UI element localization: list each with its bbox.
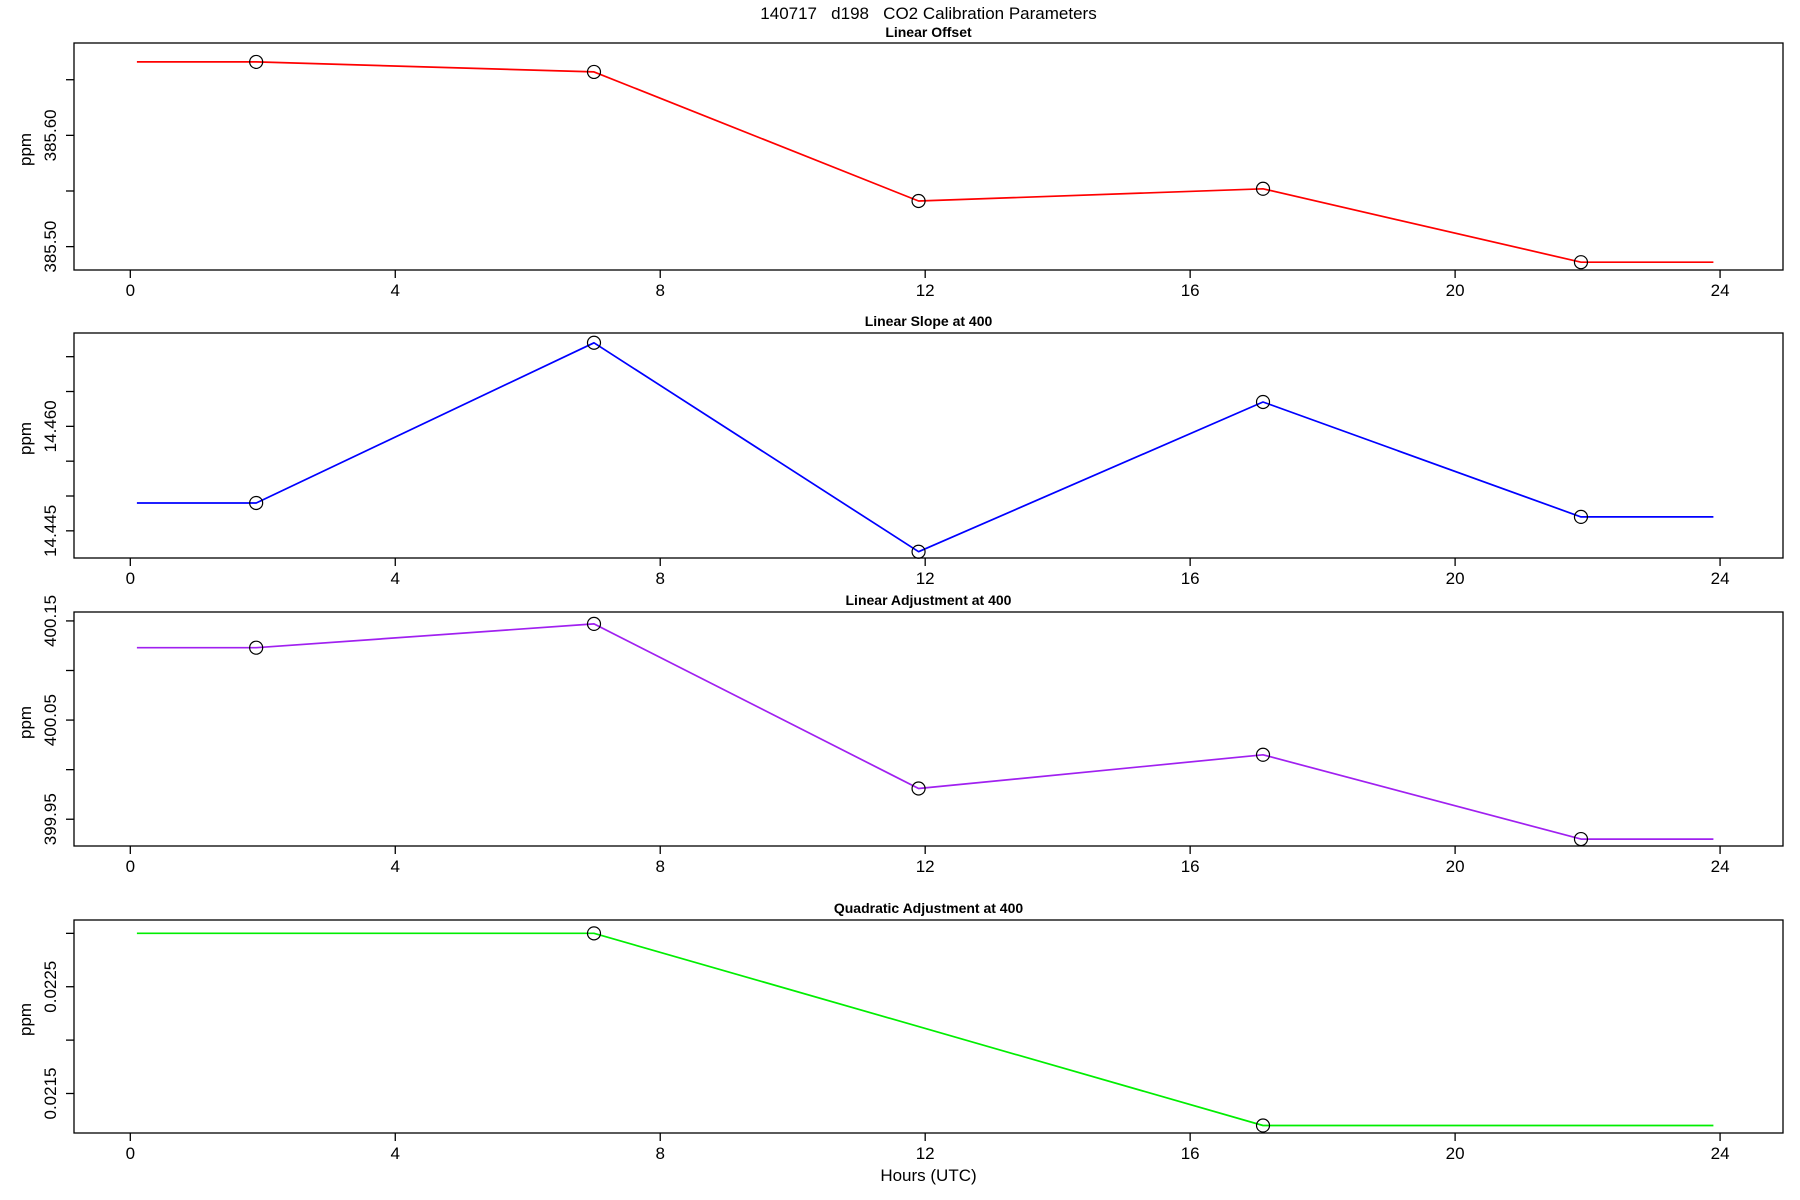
panel-title-linear-adjustment: Linear Adjustment at 400 (845, 592, 1012, 608)
x-tick-label: 16 (1181, 281, 1200, 300)
x-tick-label: 24 (1711, 1144, 1730, 1163)
y-tick-label: 0.0225 (41, 961, 60, 1013)
plot-box (73, 332, 1784, 559)
data-point (1573, 255, 1589, 270)
x-tick-label: 4 (391, 857, 400, 876)
series-line (136, 932, 1714, 1127)
x-tick-label: 20 (1446, 281, 1465, 300)
series-line (136, 623, 1714, 840)
y-tick-label: 399.95 (41, 793, 60, 845)
x-tick-label: 12 (916, 857, 935, 876)
x-tick-label: 20 (1446, 569, 1465, 588)
data-point (586, 335, 602, 350)
plot-box (73, 42, 1784, 271)
x-tick-label: 16 (1181, 569, 1200, 588)
x-tick-label: 16 (1181, 1144, 1200, 1163)
y-tick-label: 400.15 (41, 595, 60, 647)
x-tick-label: 16 (1181, 857, 1200, 876)
plot-box (73, 611, 1784, 847)
x-axis-label: Hours (UTC) (880, 1166, 977, 1185)
data-point (586, 926, 602, 941)
y-tick-label: 14.460 (41, 400, 60, 452)
x-tick-label: 24 (1711, 569, 1730, 588)
data-point (911, 193, 926, 209)
y-tick-label: 400.05 (41, 694, 60, 746)
data-point (1573, 509, 1589, 525)
data-point (911, 544, 926, 559)
data-point (586, 616, 602, 631)
y-tick-label: 0.0215 (41, 1067, 60, 1119)
plot-box (73, 919, 1784, 1134)
x-tick-label: 0 (126, 1144, 135, 1163)
y-tick-label: 385.50 (41, 221, 60, 273)
x-tick-label: 8 (655, 857, 664, 876)
data-point (1255, 394, 1271, 410)
data-point (249, 54, 264, 70)
data-point (1255, 747, 1271, 762)
y-tick-label: 14.445 (41, 505, 60, 557)
x-tick-label: 12 (916, 1144, 935, 1163)
x-tick-label: 0 (126, 281, 135, 300)
data-point (249, 640, 264, 655)
x-tick-label: 0 (126, 569, 135, 588)
x-tick-label: 24 (1711, 857, 1730, 876)
data-point (249, 495, 264, 511)
x-tick-label: 4 (391, 569, 400, 588)
series-line (136, 341, 1714, 553)
panel-title-linear-offset: Linear Offset (885, 24, 972, 40)
panel-title-quadratic-adjustment: Quadratic Adjustment at 400 (833, 900, 1024, 916)
x-tick-label: 24 (1711, 281, 1730, 300)
data-point (1255, 1118, 1271, 1133)
x-tick-label: 0 (126, 857, 135, 876)
series-line (136, 61, 1714, 264)
page-title: 140717 d198 CO2 Calibration Parameters (760, 4, 1097, 23)
x-tick-label: 4 (391, 1144, 400, 1163)
y-tick-label: 385.60 (41, 109, 60, 161)
x-tick-label: 12 (916, 569, 935, 588)
x-tick-label: 20 (1446, 1144, 1465, 1163)
data-point (1255, 181, 1271, 196)
data-point (1573, 831, 1589, 847)
x-tick-label: 8 (655, 569, 664, 588)
x-tick-label: 20 (1446, 857, 1465, 876)
x-tick-label: 8 (655, 1144, 664, 1163)
x-tick-label: 8 (655, 281, 664, 300)
x-tick-label: 4 (391, 281, 400, 300)
data-point (911, 781, 926, 796)
panel-title-linear-slope: Linear Slope at 400 (864, 313, 993, 329)
x-tick-label: 12 (916, 281, 935, 300)
data-point (586, 64, 602, 80)
